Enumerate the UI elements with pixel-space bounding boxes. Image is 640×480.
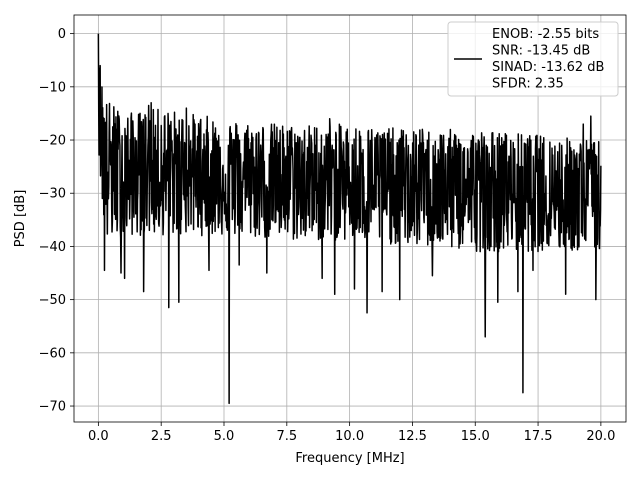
y-tick-label: −50 bbox=[39, 293, 66, 308]
y-axis-ticks: 0 −10 −20 −30 −40 −50 −60 −70 bbox=[39, 27, 74, 415]
y-axis-label: PSD [dB] bbox=[13, 190, 28, 248]
y-tick-label: −60 bbox=[39, 346, 66, 361]
plot-area bbox=[97, 33, 602, 405]
psd-series-line bbox=[97, 33, 602, 405]
legend-snr: SNR: -13.45 dB bbox=[492, 44, 590, 59]
x-tick-label: 10.0 bbox=[335, 429, 364, 444]
x-tick-label: 12.5 bbox=[398, 429, 427, 444]
y-tick-label: −20 bbox=[39, 134, 66, 149]
y-tick-label: −30 bbox=[39, 187, 66, 202]
x-tick-label: 7.5 bbox=[276, 429, 297, 444]
x-tick-label: 0.0 bbox=[88, 429, 109, 444]
y-tick-label: −40 bbox=[39, 240, 66, 255]
x-axis-label: Frequency [MHz] bbox=[295, 451, 404, 466]
x-tick-label: 5.0 bbox=[214, 429, 235, 444]
y-tick-label: 0 bbox=[58, 27, 66, 42]
x-tick-label: 15.0 bbox=[461, 429, 490, 444]
legend-enob: ENOB: -2.55 bits bbox=[492, 27, 599, 42]
y-tick-label: −70 bbox=[39, 400, 66, 415]
legend-sfdr: SFDR: 2.35 bbox=[492, 77, 564, 92]
x-axis-ticks: 0.0 2.5 5.0 7.5 10.0 12.5 15.0 17.5 20.0 bbox=[88, 422, 615, 444]
x-tick-label: 20.0 bbox=[586, 429, 615, 444]
legend: ENOB: -2.55 bits SNR: -13.45 dB SINAD: -… bbox=[447, 21, 619, 97]
x-tick-label: 2.5 bbox=[151, 429, 172, 444]
y-tick-label: −10 bbox=[39, 80, 66, 95]
legend-sinad: SINAD: -13.62 dB bbox=[492, 60, 604, 75]
x-tick-label: 17.5 bbox=[524, 429, 553, 444]
legend-box bbox=[447, 21, 619, 97]
